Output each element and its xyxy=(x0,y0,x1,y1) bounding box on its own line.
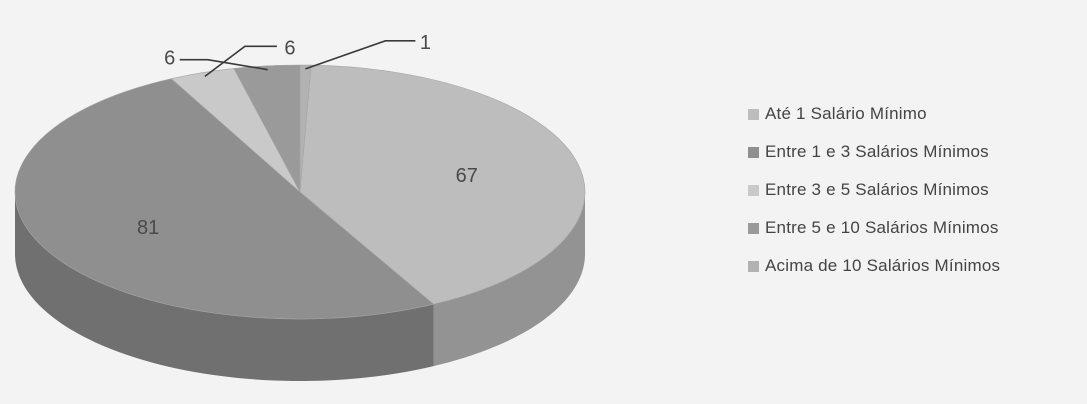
leader-line-entre-5-e-10 xyxy=(179,58,268,71)
legend-label: Entre 1 e 3 Salários Mínimos xyxy=(765,142,989,161)
data-label-entre-1-e-3: 81 xyxy=(137,217,159,239)
legend-item-entre-3-e-5: Entre 3 e 5 Salários Mínimos xyxy=(748,176,1000,204)
leader-line-acima-de-10 xyxy=(305,40,416,70)
leader-lines xyxy=(179,40,416,77)
legend: Até 1 Salário Mínimo Entre 1 e 3 Salário… xyxy=(748,100,1000,280)
leader-line-entre-3-e-5 xyxy=(204,45,277,77)
legend-label: Acima de 10 Salários Mínimos xyxy=(765,256,1001,275)
pie-slices xyxy=(14,64,586,320)
data-label-acima-de-10: 1 xyxy=(420,32,431,54)
legend-swatch xyxy=(748,146,759,158)
legend-item-acima-de-10: Acima de 10 Salários Mínimos xyxy=(748,252,1000,280)
pie-side-ate-1 xyxy=(433,192,585,367)
data-label-entre-5-e-10: 6 xyxy=(164,48,175,70)
legend-item-entre-1-e-3: Entre 1 e 3 Salários Mínimos xyxy=(748,138,1000,166)
data-labels: 1 67 81 6 6 xyxy=(137,32,478,239)
data-label-ate-1: 67 xyxy=(456,165,478,187)
pie-slice-ate-1 xyxy=(299,64,586,305)
legend-item-entre-5-e-10: Entre 5 e 10 Salários Mínimos xyxy=(748,214,1000,242)
legend-label: Entre 3 e 5 Salários Mínimos xyxy=(765,180,989,199)
pie-side-entre-1-e-3 xyxy=(15,192,434,381)
legend-swatch xyxy=(748,108,759,120)
legend-label: Entre 5 e 10 Salários Mínimos xyxy=(765,218,999,237)
legend-swatch xyxy=(748,184,759,196)
pie-sides xyxy=(15,192,585,381)
legend-label: Até 1 Salário Mínimo xyxy=(765,104,927,123)
legend-swatch xyxy=(748,222,759,234)
data-label-entre-3-e-5: 6 xyxy=(284,37,295,59)
pie-slice-entre-1-e-3 xyxy=(14,78,435,320)
legend-swatch xyxy=(748,260,759,272)
legend-item-ate-1: Até 1 Salário Mínimo xyxy=(748,100,1000,128)
pie-slice-entre-5-e-10 xyxy=(233,64,301,193)
